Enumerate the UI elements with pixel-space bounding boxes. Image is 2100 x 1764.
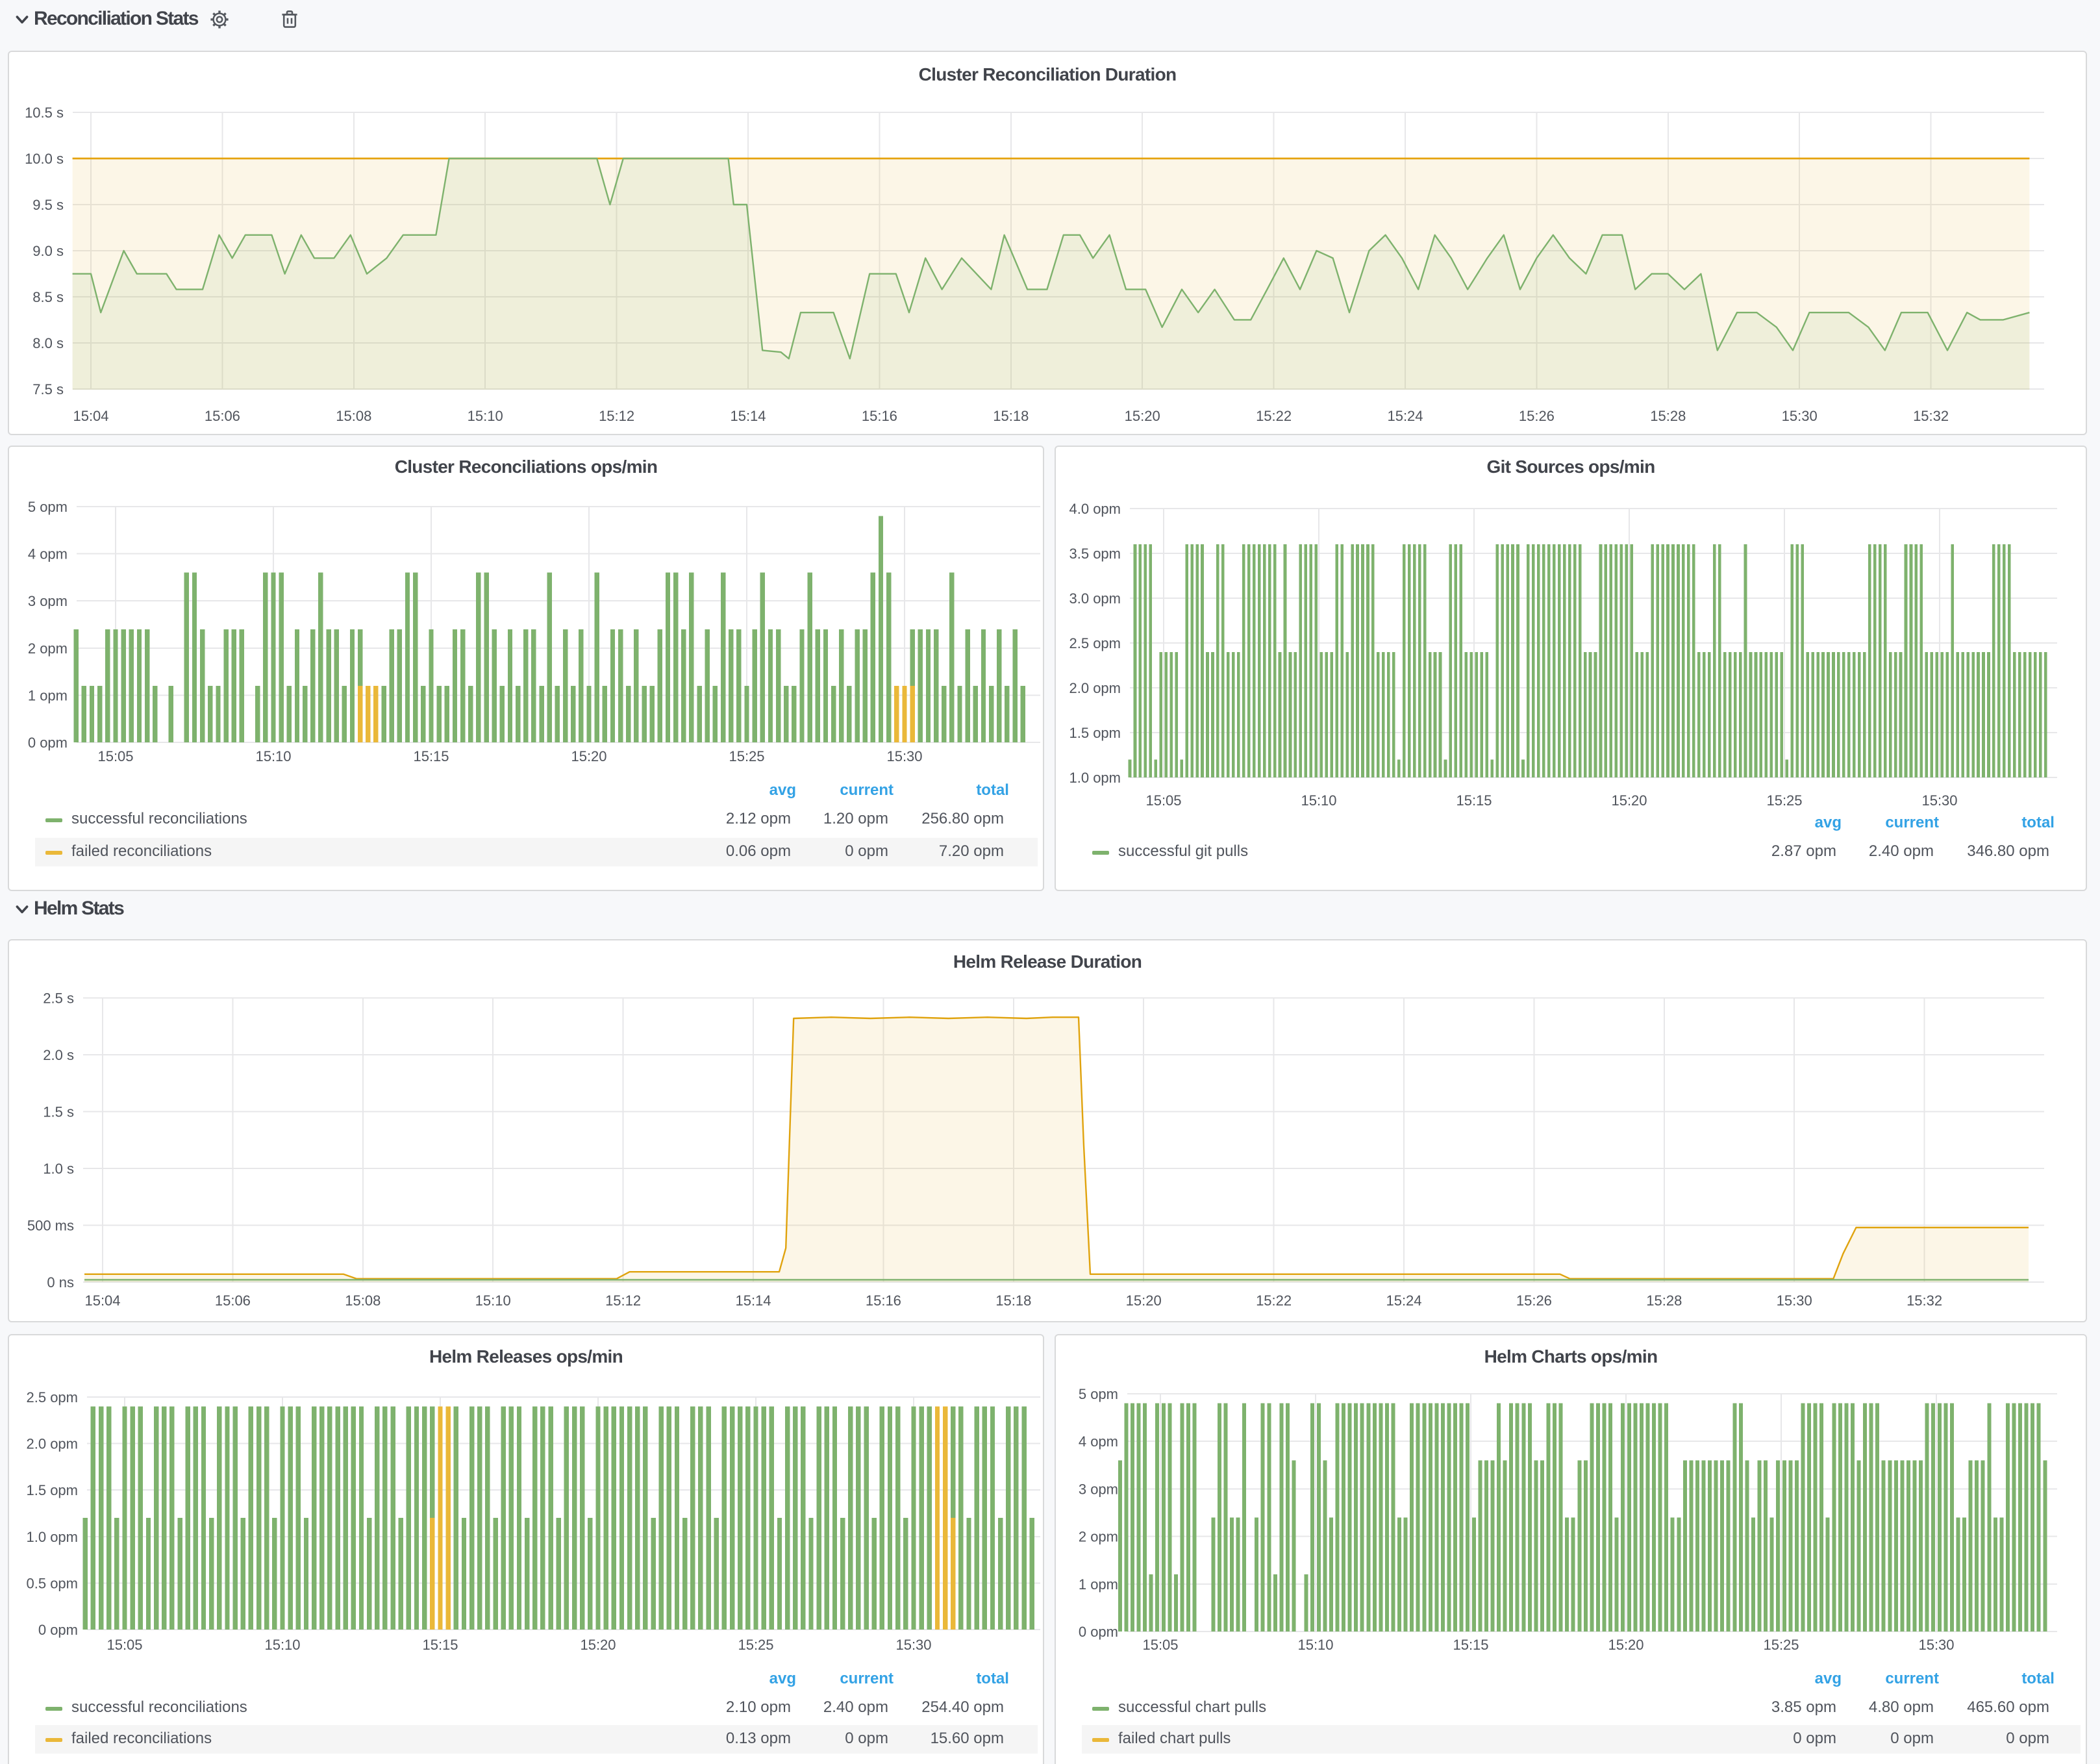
svg-text:4.0 opm: 4.0 opm [1069,501,1121,517]
svg-text:15:10: 15:10 [1297,1637,1333,1653]
svg-text:500 ms: 500 ms [27,1217,74,1233]
svg-text:15:15: 15:15 [1456,792,1492,809]
svg-text:15:25: 15:25 [738,1637,773,1653]
svg-text:15:20: 15:20 [580,1637,616,1653]
svg-text:15:22: 15:22 [1256,1292,1292,1309]
svg-text:15:08: 15:08 [336,408,371,424]
svg-text:15:05: 15:05 [1142,1637,1178,1653]
svg-text:5 opm: 5 opm [1079,1386,1118,1402]
svg-text:4 opm: 4 opm [28,546,68,562]
svg-text:15:20: 15:20 [1125,408,1160,424]
svg-text:15:15: 15:15 [1453,1637,1488,1653]
svg-text:15:08: 15:08 [345,1292,381,1309]
svg-text:15:14: 15:14 [730,408,766,424]
svg-text:1.5 opm: 1.5 opm [1069,725,1121,741]
svg-text:15:22: 15:22 [1256,408,1292,424]
svg-text:7.5 s: 7.5 s [32,381,64,397]
svg-text:15:05: 15:05 [97,748,133,764]
svg-text:15:30: 15:30 [886,748,922,764]
svg-text:15:18: 15:18 [995,1292,1031,1309]
svg-text:15:30: 15:30 [1918,1637,1954,1653]
svg-text:5 opm: 5 opm [28,499,68,515]
svg-text:3.5 opm: 3.5 opm [1069,546,1121,562]
svg-text:15:05: 15:05 [106,1637,142,1653]
svg-text:15:06: 15:06 [205,408,240,424]
svg-text:4 opm: 4 opm [1079,1433,1118,1450]
svg-text:15:25: 15:25 [1763,1637,1799,1653]
svg-text:15:30: 15:30 [1921,792,1957,809]
svg-text:2.0 opm: 2.0 opm [1069,680,1121,696]
svg-text:15:10: 15:10 [468,408,503,424]
svg-text:8.5 s: 8.5 s [32,289,64,305]
svg-text:10.0 s: 10.0 s [25,151,64,167]
svg-text:15:25: 15:25 [729,748,764,764]
svg-text:9.0 s: 9.0 s [32,243,64,259]
svg-text:2 opm: 2 opm [1079,1529,1118,1545]
svg-text:2.5 s: 2.5 s [43,990,74,1006]
svg-text:15:20: 15:20 [1608,1637,1644,1653]
svg-text:0 ns: 0 ns [47,1274,74,1291]
svg-text:15:10: 15:10 [255,748,291,764]
svg-text:15:06: 15:06 [215,1292,251,1309]
svg-text:1 opm: 1 opm [1079,1576,1118,1593]
svg-text:15:04: 15:04 [84,1292,120,1309]
svg-text:15:30: 15:30 [895,1637,931,1653]
svg-text:0.5 opm: 0.5 opm [27,1575,79,1591]
svg-text:15:05: 15:05 [1145,792,1181,809]
svg-text:1 opm: 1 opm [28,687,68,703]
svg-text:0 opm: 0 opm [28,735,68,751]
svg-text:15:16: 15:16 [862,408,897,424]
svg-text:15:20: 15:20 [571,748,606,764]
svg-text:2 opm: 2 opm [28,640,68,657]
svg-text:15:25: 15:25 [1766,792,1802,809]
svg-text:15:26: 15:26 [1516,1292,1552,1309]
svg-text:2.5 opm: 2.5 opm [27,1389,79,1405]
svg-text:15:12: 15:12 [599,408,634,424]
svg-text:2.0 opm: 2.0 opm [27,1436,79,1452]
svg-text:1.5 s: 1.5 s [43,1104,74,1120]
svg-text:15:30: 15:30 [1782,408,1818,424]
svg-text:9.5 s: 9.5 s [32,197,64,213]
svg-text:15:24: 15:24 [1386,1292,1421,1309]
svg-text:1.0 opm: 1.0 opm [27,1529,79,1545]
svg-text:15:30: 15:30 [1777,1292,1812,1309]
svg-text:0 opm: 0 opm [1079,1624,1118,1640]
svg-text:15:20: 15:20 [1126,1292,1162,1309]
svg-text:15:10: 15:10 [1301,792,1336,809]
svg-text:15:15: 15:15 [422,1637,458,1653]
svg-text:3.0 opm: 3.0 opm [1069,590,1121,607]
svg-text:3 opm: 3 opm [1079,1481,1118,1497]
svg-text:15:18: 15:18 [993,408,1029,424]
svg-text:10.5 s: 10.5 s [25,105,64,121]
svg-text:15:16: 15:16 [866,1292,901,1309]
svg-text:15:10: 15:10 [475,1292,511,1309]
svg-text:0 opm: 0 opm [38,1622,78,1638]
svg-text:15:15: 15:15 [413,748,449,764]
svg-text:2.5 opm: 2.5 opm [1069,635,1121,651]
svg-text:3 opm: 3 opm [28,593,68,609]
svg-text:1.0 opm: 1.0 opm [1069,770,1121,786]
svg-text:15:24: 15:24 [1387,408,1423,424]
svg-text:8.0 s: 8.0 s [32,335,64,351]
svg-text:15:26: 15:26 [1519,408,1555,424]
svg-text:2.0 s: 2.0 s [43,1047,74,1063]
svg-text:1.0 s: 1.0 s [43,1161,74,1177]
svg-text:1.5 opm: 1.5 opm [27,1482,79,1498]
svg-text:15:32: 15:32 [1906,1292,1942,1309]
svg-text:15:28: 15:28 [1650,408,1686,424]
svg-text:15:04: 15:04 [73,408,108,424]
svg-text:15:14: 15:14 [735,1292,771,1309]
svg-text:15:32: 15:32 [1913,408,1949,424]
svg-text:15:20: 15:20 [1611,792,1647,809]
svg-text:15:28: 15:28 [1646,1292,1682,1309]
svg-text:15:12: 15:12 [605,1292,641,1309]
svg-text:15:10: 15:10 [264,1637,300,1653]
